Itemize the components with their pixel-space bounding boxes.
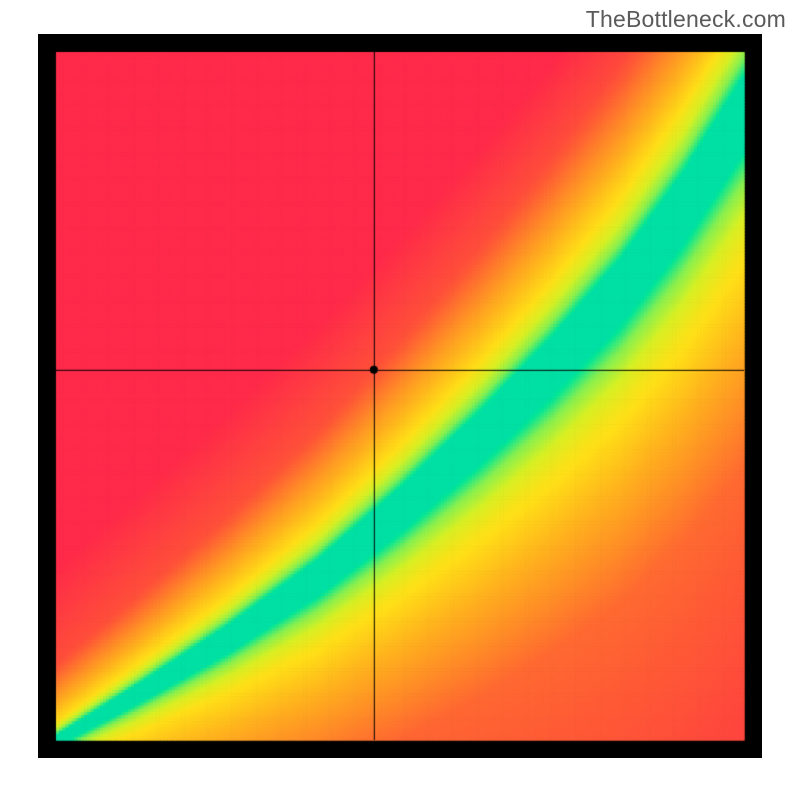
chart-container: TheBottleneck.com	[0, 0, 800, 800]
heatmap-canvas	[38, 34, 762, 758]
watermark-text: TheBottleneck.com	[586, 6, 786, 33]
